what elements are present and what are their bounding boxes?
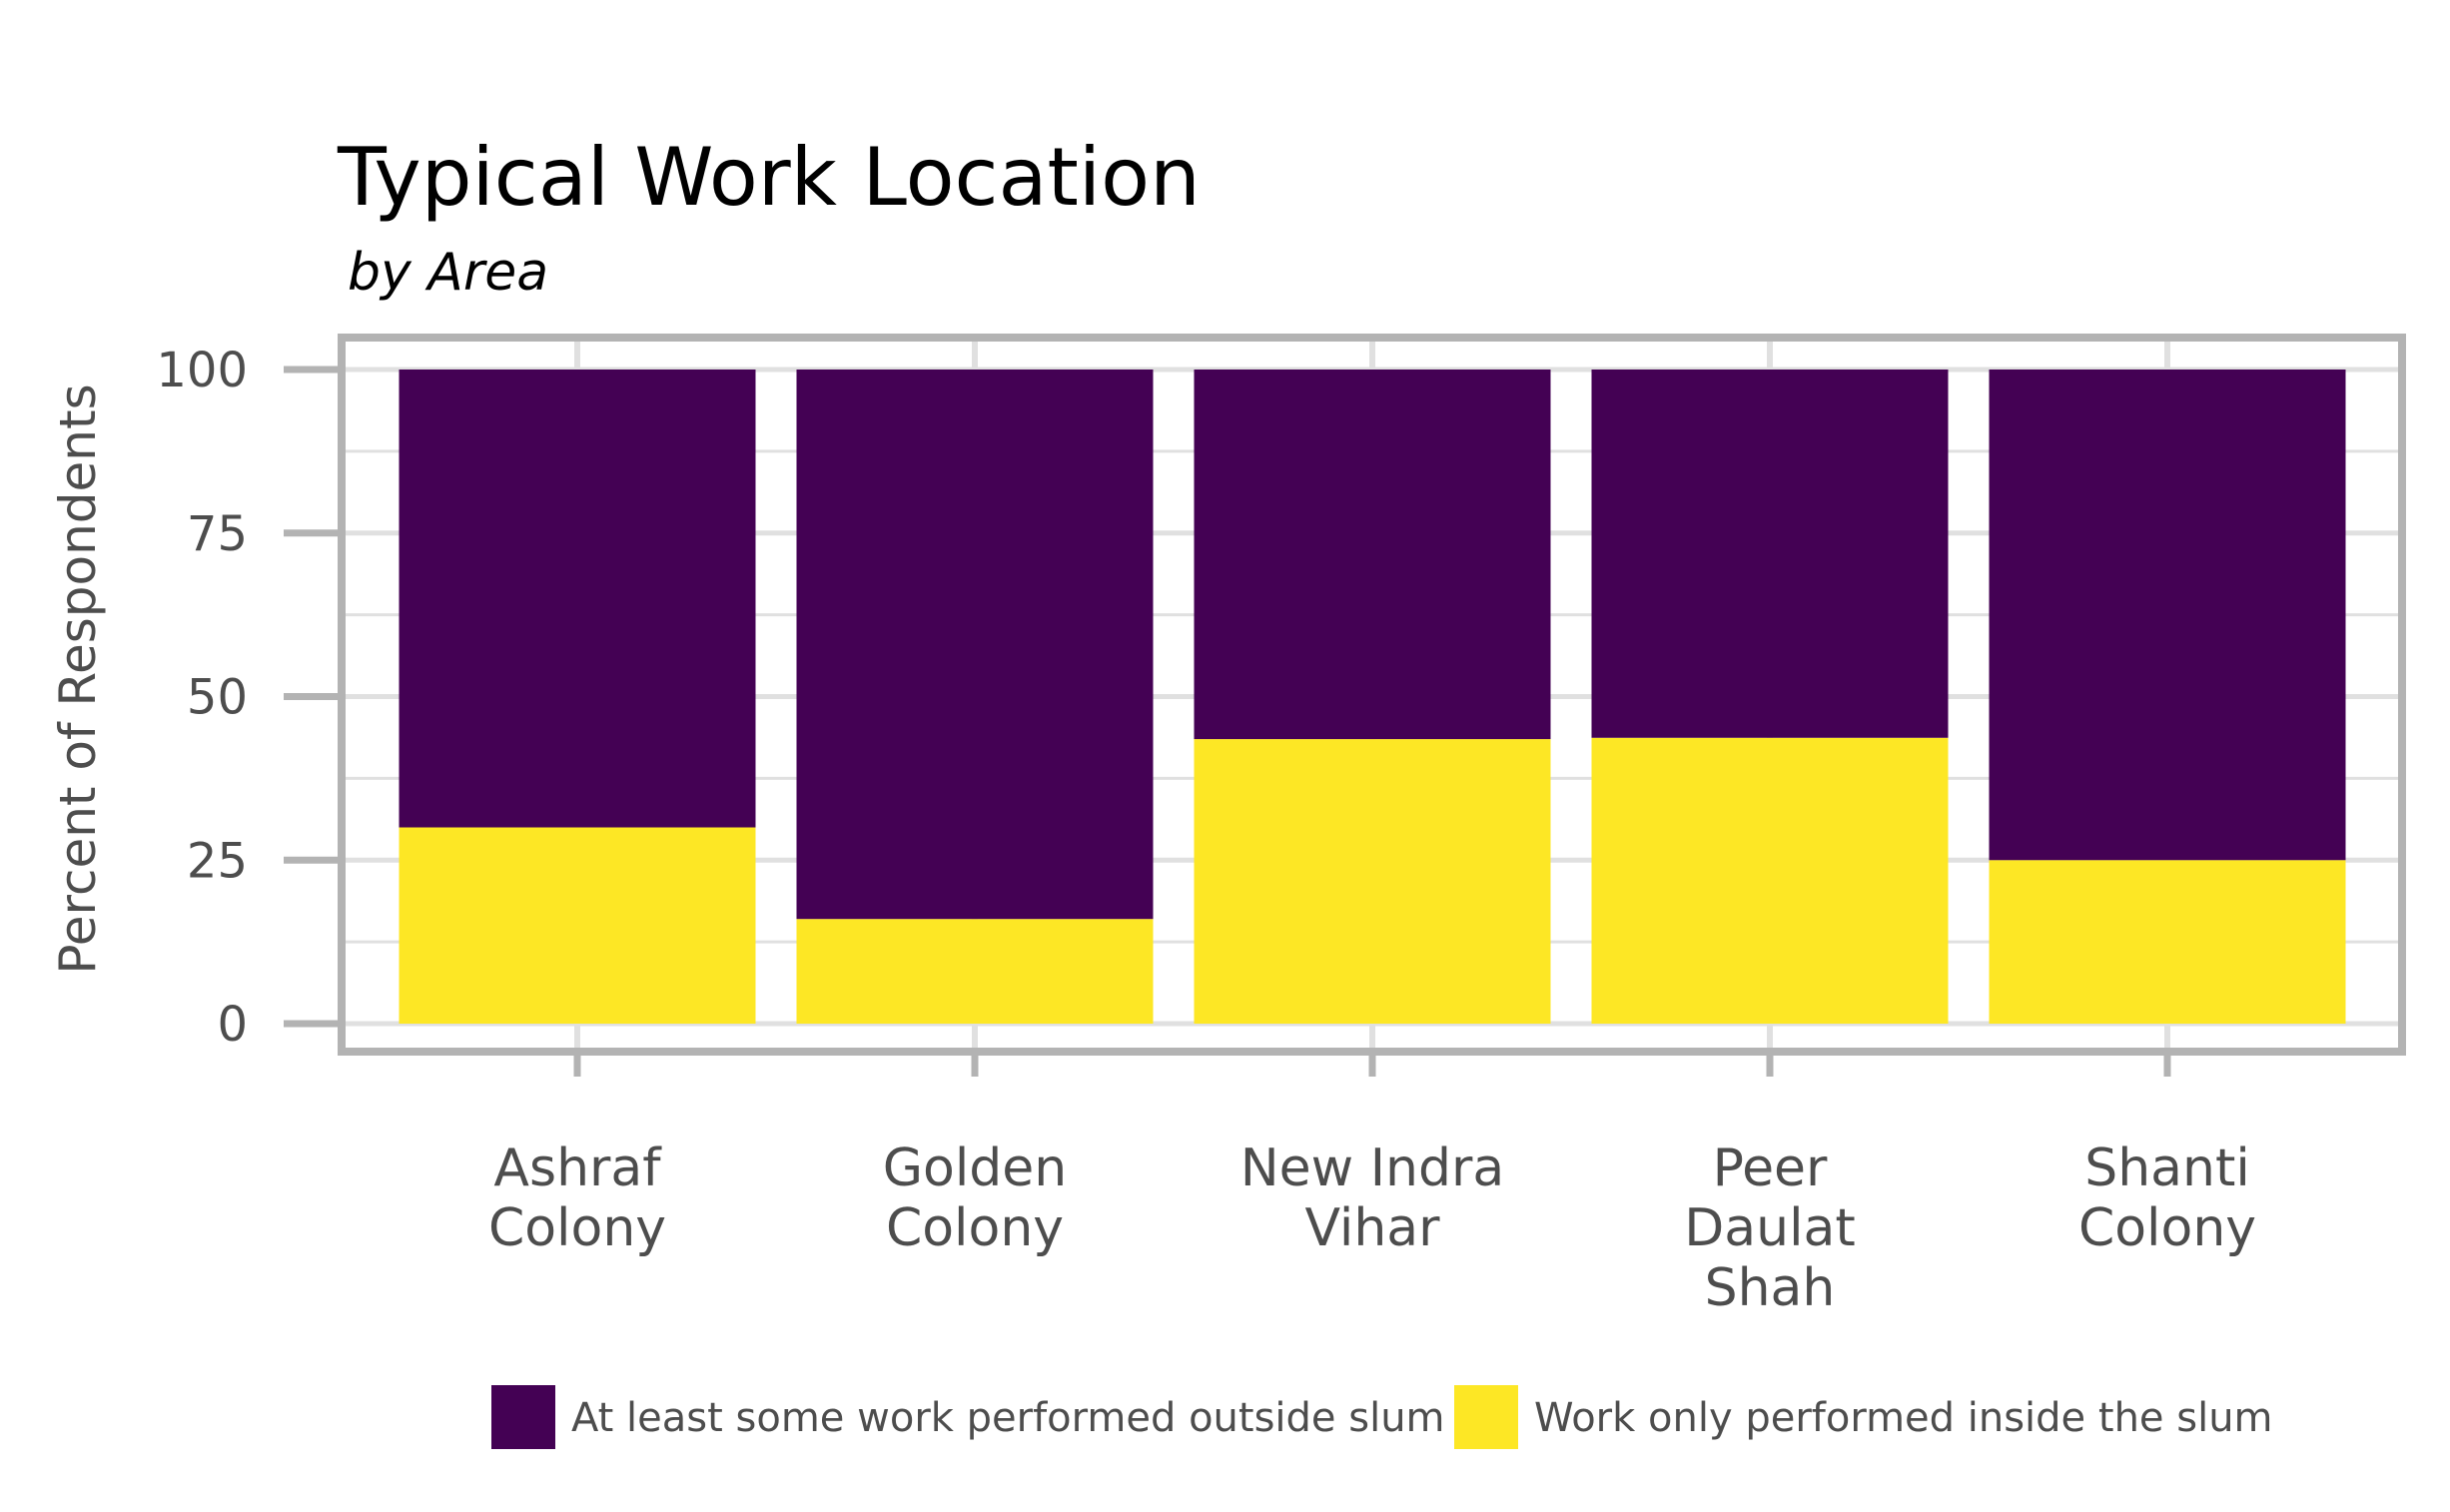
y-tick-label: 100 [156,343,248,398]
bars [399,370,2346,1024]
x-tick-label: Colony [2078,1198,2256,1258]
legend-label: Work only performed inside the slum [1534,1395,2273,1441]
bar-segment [399,370,756,828]
y-axis: 0 25 50 75 100 [156,343,338,1053]
bar-segment [399,827,756,1024]
x-tick-label: Colony [886,1198,1064,1258]
x-tick-label: Vihar [1304,1198,1440,1258]
x-tick-label: Shah [1705,1258,1836,1318]
bar-segment [1591,737,1949,1024]
y-axis-label: Percent of Respondents [49,383,107,974]
chart-title: Typical Work Location [337,131,1201,224]
legend-label: At least some work performed outside slu… [571,1395,1445,1441]
bar-segment [796,919,1154,1024]
bar-segment [1194,739,1551,1024]
y-tick-label: 25 [187,833,248,889]
bar-segment [1989,370,2346,861]
legend: At least some work performed outside slu… [491,1385,2273,1449]
y-tick-label: 75 [187,506,248,562]
x-tick-label: Peer [1713,1138,1828,1198]
legend-swatch [491,1385,555,1449]
bar-segment [1989,860,2346,1024]
legend-swatch [1454,1385,1518,1449]
plot-frame [338,334,2406,1056]
x-tick-label: Golden [883,1138,1068,1198]
chart-subtitle: by Area [348,243,548,303]
x-tick-label: New Indra [1240,1138,1505,1198]
y-tick-label: 50 [187,670,248,726]
bar-segment [1591,370,1949,738]
x-tick-label: Colony [488,1198,666,1258]
x-tick-label: Ashraf [493,1138,662,1198]
bar-segment [1194,370,1551,740]
x-tick-label: Shanti [2084,1138,2250,1198]
x-tick-label: Daulat [1684,1198,1856,1258]
y-tick-label: 0 [217,997,248,1053]
bar-segment [796,370,1154,920]
